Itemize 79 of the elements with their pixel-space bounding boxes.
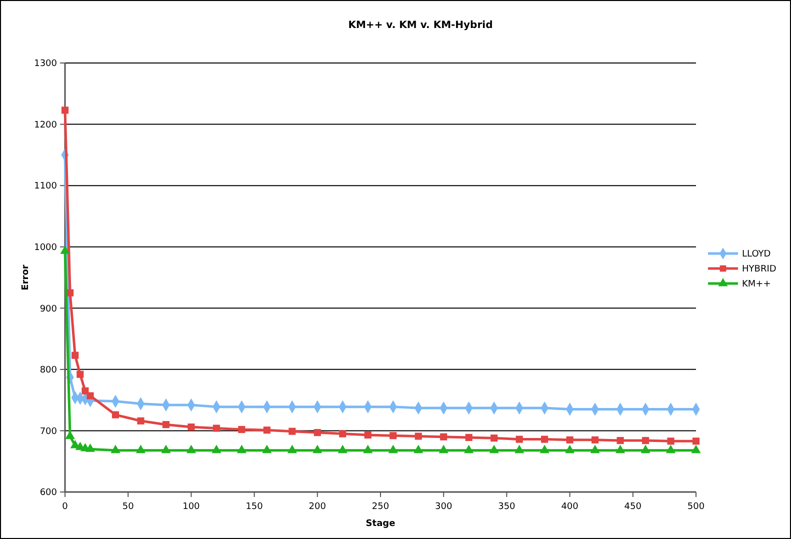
legend-label: HYBRID (742, 264, 776, 275)
point (414, 432, 422, 440)
x-tick-label: 0 (62, 502, 68, 512)
point (288, 428, 296, 435)
point (592, 436, 599, 444)
point (338, 444, 348, 454)
point (72, 352, 79, 359)
point (110, 444, 120, 454)
x-tick-label: 350 (498, 502, 516, 512)
y-tick-label: 800 (40, 366, 58, 376)
point (312, 444, 322, 454)
point (262, 444, 272, 454)
x-tick-label: 250 (372, 502, 390, 512)
point (112, 411, 120, 418)
x-tick-label: 100 (182, 502, 200, 512)
point (390, 432, 397, 440)
point (465, 434, 472, 441)
y-tick-label: 1300 (34, 59, 58, 70)
point (514, 444, 524, 454)
point (615, 444, 626, 454)
point (238, 426, 246, 434)
x-axis-title: Stage (366, 519, 396, 529)
point (640, 444, 650, 454)
x-tick-label: 200 (308, 502, 326, 512)
point (85, 444, 96, 452)
point (566, 436, 574, 444)
point (314, 429, 321, 436)
x-tick-label: 500 (687, 502, 705, 512)
legend-label: KM++ (742, 280, 771, 290)
point (414, 444, 424, 454)
point (364, 431, 372, 439)
point (616, 436, 624, 444)
x-tick-label: 150 (246, 502, 264, 512)
point (65, 430, 75, 440)
point (489, 444, 499, 454)
x-tick-label: 450 (624, 502, 642, 512)
x-tick-label: 400 (561, 502, 579, 512)
point (516, 436, 523, 443)
point (161, 444, 171, 454)
point (541, 436, 548, 443)
point (590, 444, 600, 454)
point (212, 424, 220, 432)
point (540, 444, 550, 454)
point (86, 392, 94, 400)
y-axis-title: Error (21, 264, 31, 290)
point (236, 444, 246, 454)
point (188, 424, 195, 431)
point (691, 444, 701, 454)
y-tick-label: 1000 (34, 243, 58, 254)
y-tick-label: 1200 (34, 120, 58, 130)
point (440, 433, 448, 440)
y-tick-label: 900 (40, 304, 58, 314)
point (642, 436, 650, 444)
x-tick-label: 50 (122, 502, 134, 512)
legend-label: LLOYD (742, 250, 771, 260)
point (212, 444, 222, 454)
point (438, 444, 448, 454)
y-tick-label: 1100 (34, 182, 58, 192)
point (692, 438, 700, 445)
point (363, 444, 373, 454)
point (186, 444, 196, 454)
y-tick-label: 600 (40, 488, 58, 498)
chart-title: KM++ v. KM v. KM-Hybrid (348, 20, 493, 31)
point (564, 444, 575, 454)
y-tick-label: 700 (40, 426, 58, 437)
point (388, 444, 398, 454)
point (162, 421, 170, 428)
point (61, 106, 69, 114)
point (666, 444, 676, 454)
point (137, 417, 144, 424)
point (667, 438, 674, 445)
x-tick-label: 300 (435, 502, 452, 512)
point (464, 444, 474, 454)
point (263, 426, 270, 434)
point (339, 430, 346, 438)
point (76, 370, 84, 378)
point (136, 444, 146, 454)
point (287, 444, 297, 454)
point (490, 434, 498, 442)
